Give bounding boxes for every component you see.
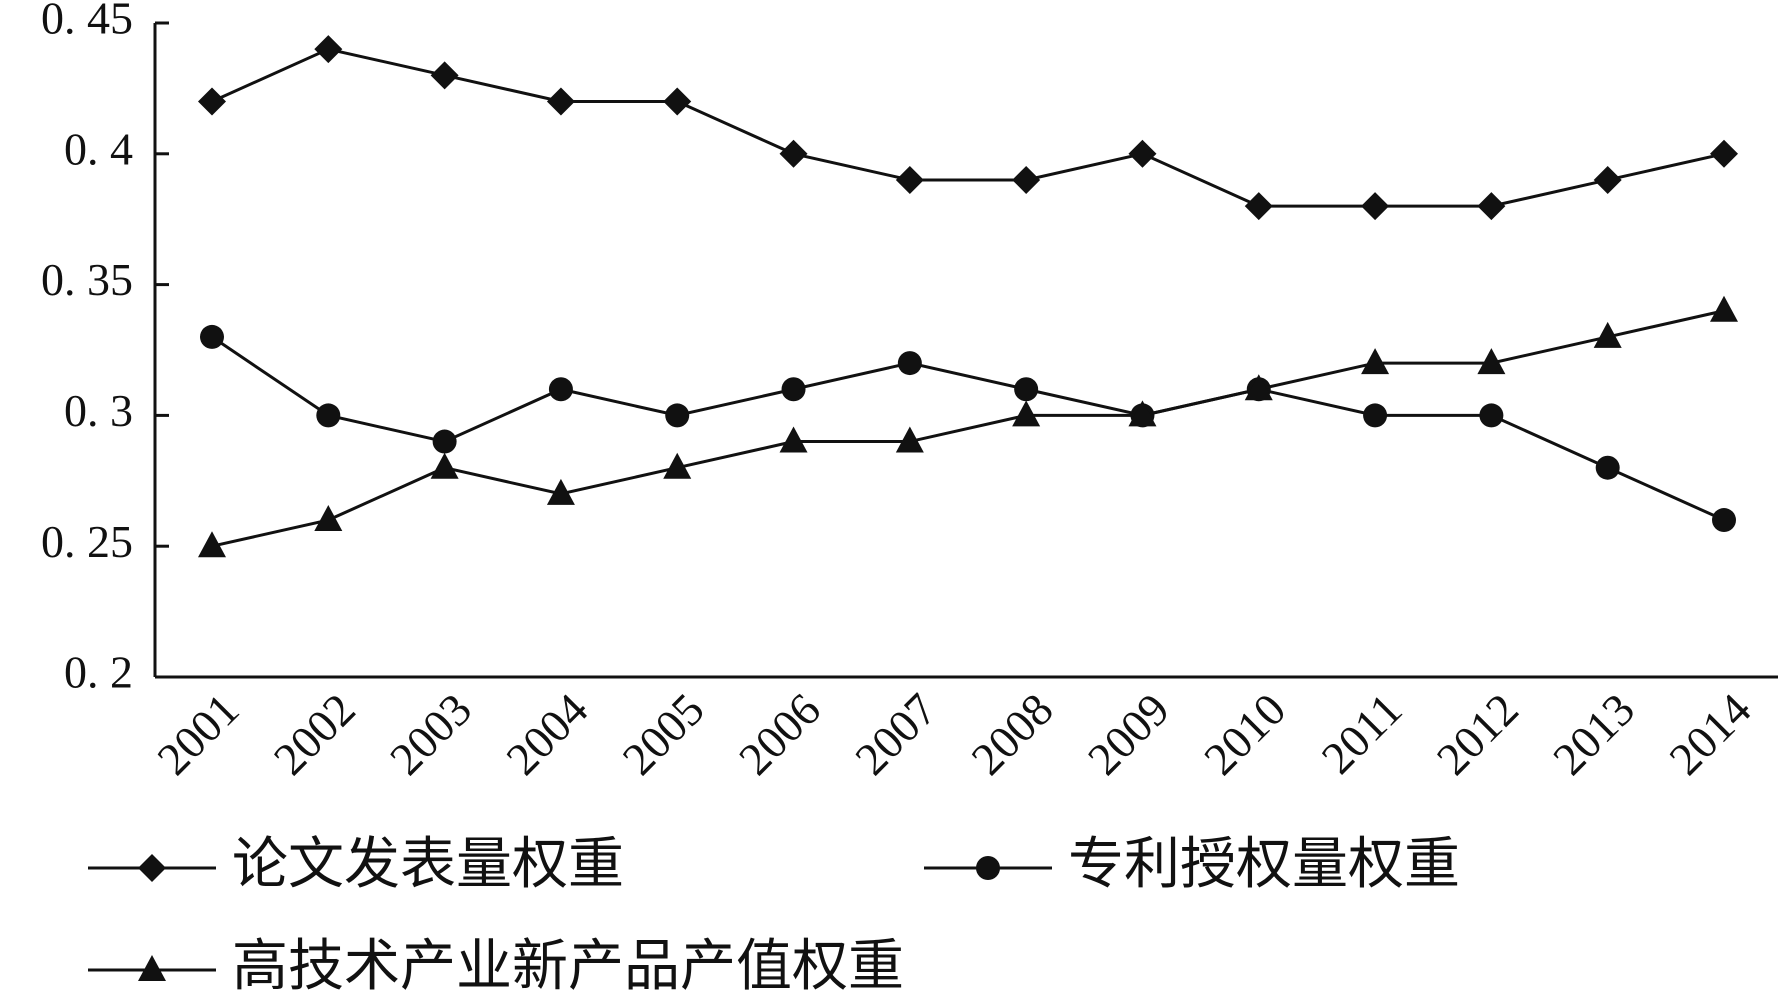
point — [1128, 139, 1157, 168]
y-tick-label: 0. 35 — [41, 254, 133, 305]
x-tick-label: 2003 — [380, 683, 481, 784]
point — [1244, 192, 1273, 221]
x-tick-label: 2010 — [1194, 683, 1295, 784]
point — [546, 87, 575, 116]
series-line — [211, 335, 1725, 522]
point — [1361, 192, 1390, 221]
legend-label: 专利授权量权重 — [1068, 832, 1460, 897]
point — [546, 478, 575, 505]
point — [1595, 455, 1620, 480]
point — [1712, 508, 1736, 533]
legend-label: 论文发表量权重 — [232, 832, 624, 897]
x-tick-label: 2013 — [1543, 683, 1644, 784]
point — [1012, 400, 1041, 427]
point — [200, 324, 224, 349]
x-tick-label: 2014 — [1659, 683, 1760, 784]
point — [430, 452, 459, 479]
point — [663, 87, 692, 116]
legend-marker — [976, 856, 1000, 880]
y-tick-label: 0. 25 — [41, 516, 133, 567]
x-tick-label: 2011 — [1312, 683, 1412, 783]
point — [779, 426, 808, 453]
point — [432, 429, 457, 454]
point — [1014, 377, 1039, 402]
point — [779, 139, 808, 168]
y-tick-label: 0. 3 — [64, 385, 133, 436]
x-tick-label: 2004 — [496, 683, 597, 784]
point — [1363, 403, 1388, 428]
point — [314, 505, 343, 532]
legend-marker — [138, 854, 166, 882]
x-tick-label: 2009 — [1078, 683, 1179, 784]
y-tick-label: 0. 45 — [41, 0, 133, 44]
point — [665, 403, 690, 428]
point — [897, 351, 922, 376]
x-tick-label: 2007 — [845, 683, 946, 784]
point — [548, 377, 573, 402]
point — [781, 377, 806, 402]
x-tick-label: 2002 — [264, 683, 365, 784]
point — [1361, 348, 1390, 375]
point — [1710, 295, 1738, 322]
point — [1244, 374, 1273, 401]
x-tick-label: 2012 — [1427, 683, 1528, 784]
point — [314, 35, 343, 64]
point — [895, 165, 924, 194]
point — [1477, 348, 1506, 375]
point — [430, 61, 459, 90]
point — [198, 87, 226, 116]
series-line — [211, 309, 1725, 548]
point — [198, 531, 226, 558]
point — [1012, 165, 1041, 194]
x-tick-label: 2001 — [147, 683, 248, 784]
point — [895, 426, 924, 453]
point — [316, 403, 341, 428]
x-tick-label: 2006 — [729, 683, 830, 784]
point — [1477, 192, 1506, 221]
x-tick-label: 2008 — [962, 683, 1063, 784]
series-line — [211, 47, 1725, 208]
point — [1479, 403, 1504, 428]
legend-marker — [138, 955, 166, 981]
legend-label: 高技术产业新产品产值权重 — [232, 934, 904, 996]
y-tick-label: 0. 4 — [64, 123, 133, 174]
point — [1593, 165, 1622, 194]
x-tick-label: 2005 — [613, 683, 714, 784]
point — [1128, 400, 1157, 427]
point — [663, 452, 692, 479]
y-tick-label: 0. 2 — [64, 647, 133, 698]
point — [1593, 321, 1622, 348]
point — [1710, 139, 1738, 168]
